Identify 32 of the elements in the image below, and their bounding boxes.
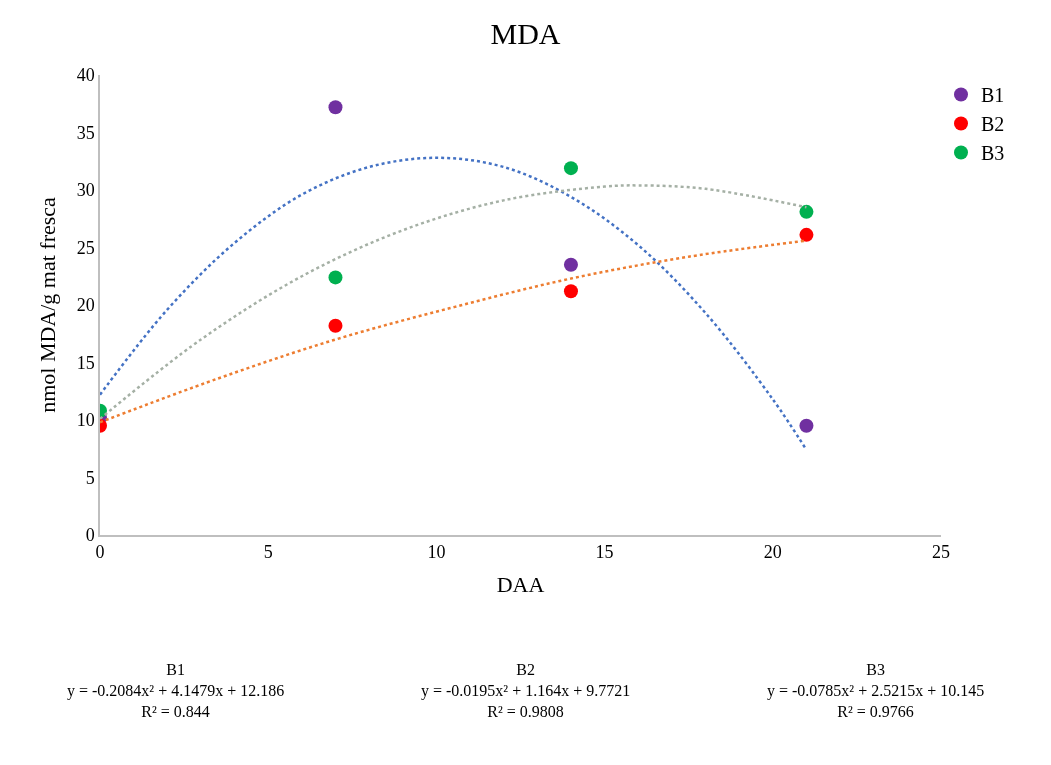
y-tick-label: 20 <box>76 295 95 316</box>
legend-label: B3 <box>981 142 1005 165</box>
point <box>328 318 343 333</box>
y-tick-label: 35 <box>76 122 95 143</box>
text: B3 y = -0.0785x² + 2.5215x + 10.145 R² = 0.9766 <box>767 661 985 720</box>
text: B2 y = -0.0195x² + 1.164x + 9.7721 R² = 0.9808 <box>421 661 631 720</box>
y-tick-label: 15 <box>76 352 95 373</box>
point <box>799 204 814 219</box>
y-axis-title: nmol MDA/g mat fresca <box>34 196 60 413</box>
point <box>799 227 814 242</box>
x-tick-label: 25 <box>932 542 950 563</box>
y-tick-label: 0 <box>85 525 95 546</box>
x-tick-label: 15 <box>595 542 614 563</box>
y-tick-label: 25 <box>76 237 95 258</box>
point <box>563 257 578 272</box>
point <box>328 100 343 115</box>
x-axis-title: DAA <box>496 571 545 597</box>
point <box>563 161 578 176</box>
chart-title: MDA <box>490 16 561 50</box>
y-tick-label: 5 <box>85 467 95 488</box>
y-tick-label: 10 <box>76 410 95 431</box>
x-tick-label: 5 <box>263 542 273 563</box>
point <box>563 284 578 299</box>
point <box>799 418 814 433</box>
x-tick-label: 20 <box>763 542 782 563</box>
x-tick-label: 10 <box>427 542 446 563</box>
y-tick-label: 40 <box>76 65 95 86</box>
legend-label: B2 <box>981 113 1005 136</box>
legend-label: B1 <box>981 84 1005 107</box>
point <box>328 270 343 285</box>
text: B1 y = -0.2084x² + 4.1479x + 12.186 R² = 0.844 <box>67 661 285 720</box>
y-tick-label: 30 <box>76 180 95 201</box>
